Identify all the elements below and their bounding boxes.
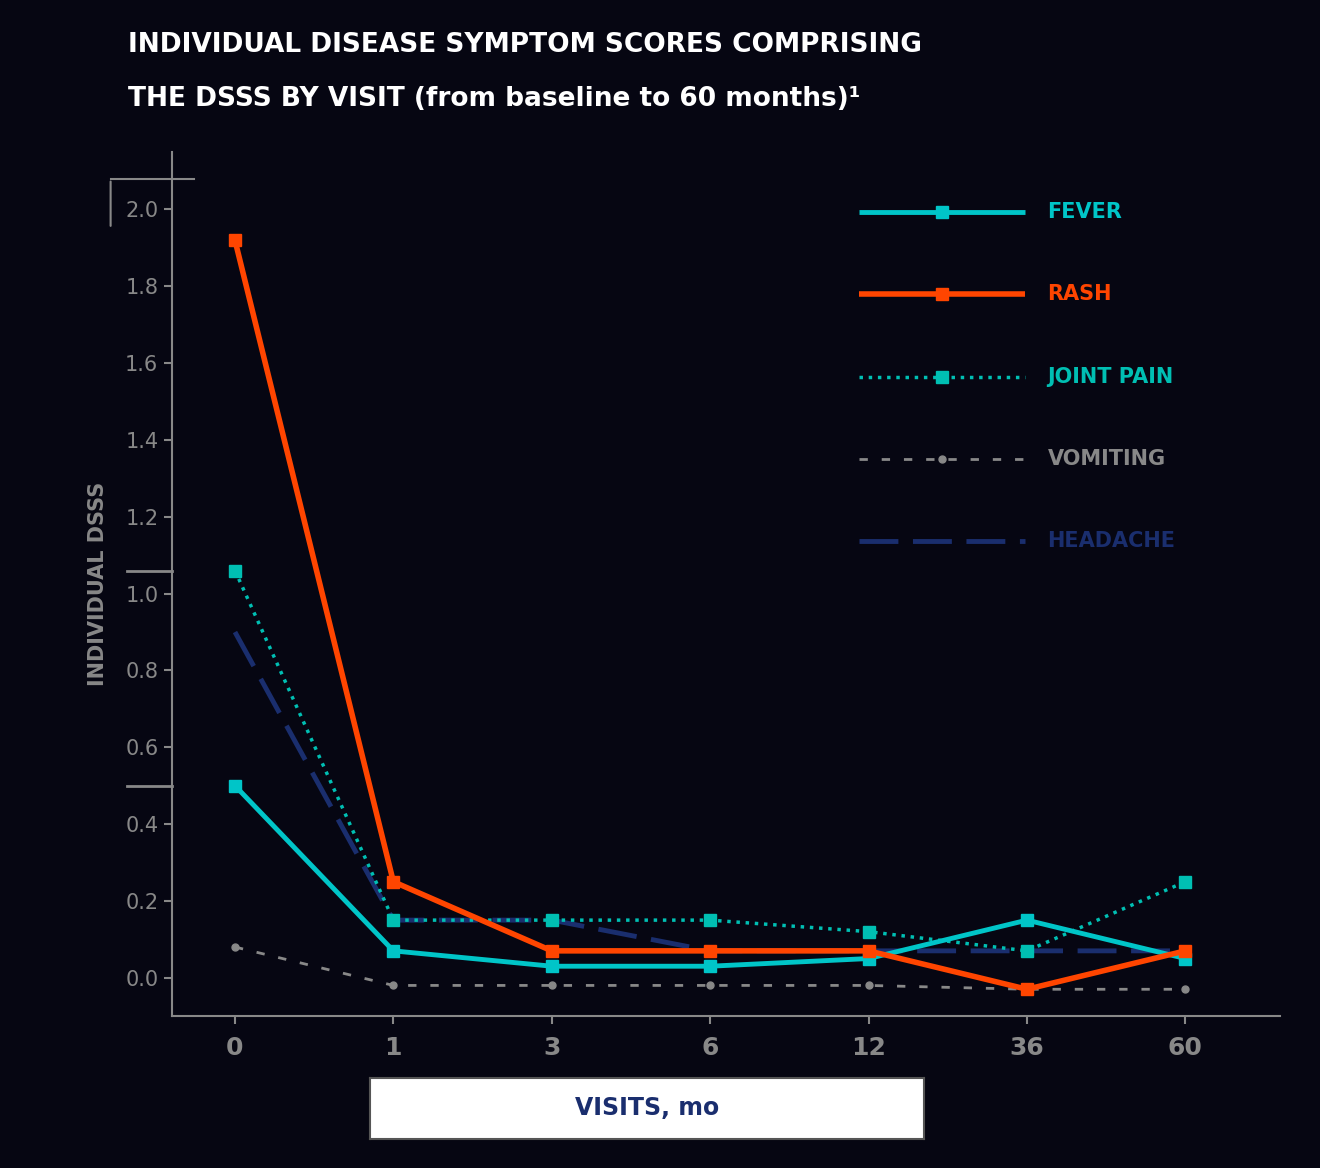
Text: FEVER: FEVER <box>1048 202 1122 222</box>
Y-axis label: INDIVIDUAL DSSS: INDIVIDUAL DSSS <box>88 482 108 686</box>
Text: INDIVIDUAL DISEASE SYMPTOM SCORES COMPRISING: INDIVIDUAL DISEASE SYMPTOM SCORES COMPRI… <box>128 33 923 58</box>
Text: VOMITING: VOMITING <box>1048 449 1166 468</box>
Text: RASH: RASH <box>1048 285 1111 305</box>
Text: HEADACHE: HEADACHE <box>1048 530 1176 551</box>
Text: THE DSSS BY VISIT (from baseline to 60 months)¹: THE DSSS BY VISIT (from baseline to 60 m… <box>128 86 861 112</box>
Text: JOINT PAIN: JOINT PAIN <box>1048 367 1173 387</box>
Text: VISITS, mo: VISITS, mo <box>574 1097 719 1120</box>
